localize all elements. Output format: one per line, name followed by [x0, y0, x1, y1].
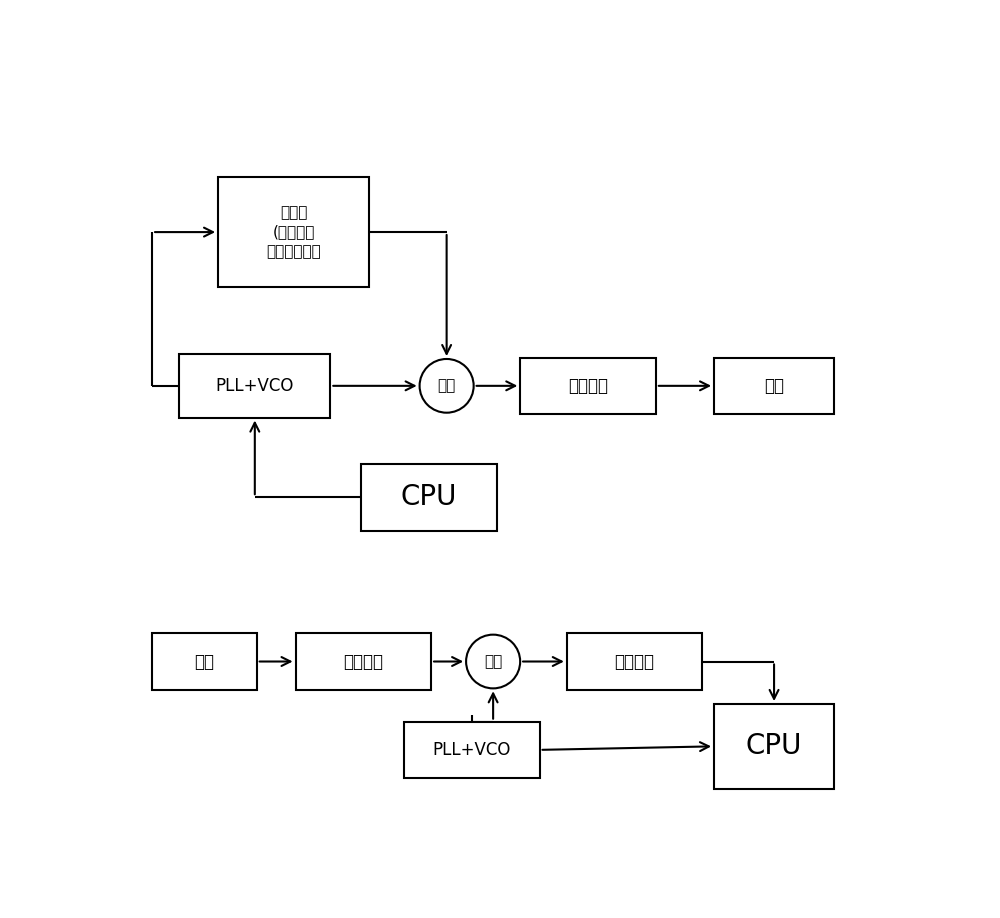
Text: 接收链路: 接收链路: [343, 653, 383, 670]
Text: CPU: CPU: [746, 733, 802, 760]
Text: 天线: 天线: [764, 376, 784, 395]
Bar: [179, 354, 330, 418]
Bar: [361, 464, 497, 531]
Text: PLL+VCO: PLL+VCO: [433, 741, 511, 759]
Ellipse shape: [466, 634, 520, 688]
Text: CPU: CPU: [401, 483, 457, 511]
Text: PLL+VCO: PLL+VCO: [216, 376, 294, 395]
Text: 混频: 混频: [484, 654, 502, 669]
Text: 天线: 天线: [194, 653, 214, 670]
Text: 导频码
(固定频率
被调制信号）: 导频码 (固定频率 被调制信号）: [266, 205, 321, 260]
Text: 导频解调: 导频解调: [615, 653, 655, 670]
Bar: [218, 177, 369, 286]
Text: 调制: 调制: [438, 378, 456, 393]
Bar: [714, 704, 834, 789]
Bar: [152, 633, 257, 689]
Ellipse shape: [420, 359, 474, 413]
Bar: [520, 358, 656, 414]
Bar: [404, 722, 540, 778]
Bar: [296, 633, 431, 689]
Bar: [567, 633, 702, 689]
Bar: [714, 358, 834, 414]
Text: 发射链路: 发射链路: [568, 376, 608, 395]
